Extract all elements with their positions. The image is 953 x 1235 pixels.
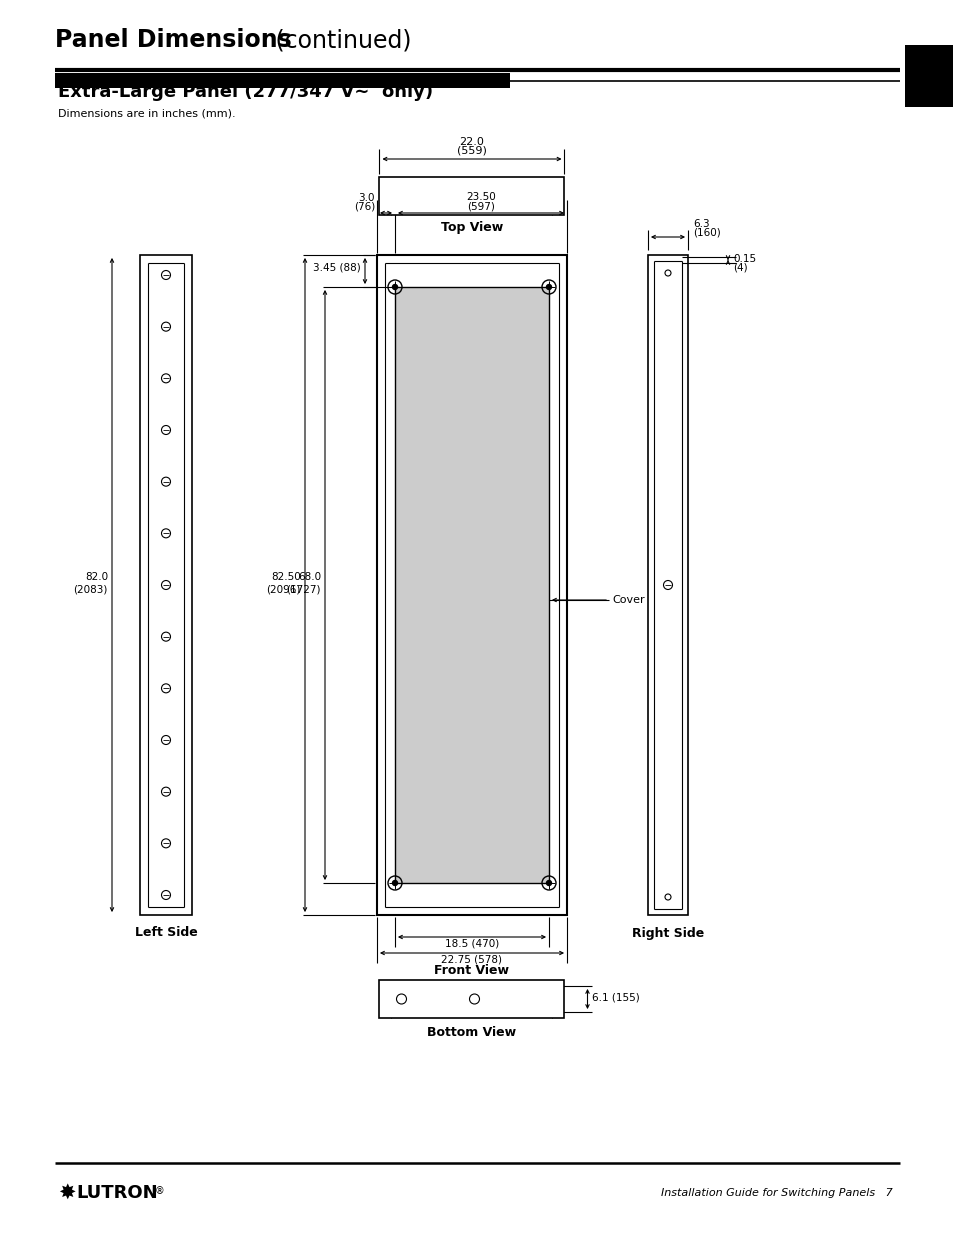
Text: (2083): (2083) xyxy=(73,584,108,594)
Text: Panel Dimensions: Panel Dimensions xyxy=(55,28,292,52)
Text: (160): (160) xyxy=(692,227,720,237)
Text: LUTRON: LUTRON xyxy=(76,1184,157,1202)
Text: 82.50: 82.50 xyxy=(271,572,301,582)
Text: Front View: Front View xyxy=(434,963,509,977)
Text: Left Side: Left Side xyxy=(134,926,197,940)
Circle shape xyxy=(546,284,551,289)
Text: ✸: ✸ xyxy=(58,1183,75,1203)
Text: Dimensions are in inches (mm).: Dimensions are in inches (mm). xyxy=(58,107,235,119)
Text: 3.0: 3.0 xyxy=(358,193,375,203)
Bar xyxy=(647,254,687,915)
Text: (559): (559) xyxy=(456,144,486,156)
Bar xyxy=(379,177,564,215)
Text: Installation Guide for Switching Panels   7: Installation Guide for Switching Panels … xyxy=(660,1188,892,1198)
Text: Bottom View: Bottom View xyxy=(427,1025,516,1039)
Text: 22.75 (578): 22.75 (578) xyxy=(441,955,502,965)
Bar xyxy=(904,44,953,107)
Circle shape xyxy=(392,881,397,885)
Text: 18.5 (470): 18.5 (470) xyxy=(444,939,498,948)
Bar xyxy=(376,254,566,915)
Text: (597): (597) xyxy=(467,201,495,211)
Text: Top View: Top View xyxy=(440,221,502,233)
Text: 0.15: 0.15 xyxy=(732,254,756,264)
Text: Right Side: Right Side xyxy=(631,926,703,940)
Text: 23.50: 23.50 xyxy=(466,191,496,203)
Bar xyxy=(55,73,510,88)
Text: 82.0: 82.0 xyxy=(85,572,108,582)
Text: Extra-Large Panel (277/347 V∼  only): Extra-Large Panel (277/347 V∼ only) xyxy=(58,83,433,101)
Bar xyxy=(395,287,548,883)
Text: Cover: Cover xyxy=(612,595,644,605)
Bar xyxy=(379,981,564,1018)
Circle shape xyxy=(392,284,397,289)
Text: (1727): (1727) xyxy=(286,584,320,594)
Text: ®: ® xyxy=(154,1186,165,1195)
Text: (4): (4) xyxy=(732,262,747,272)
Text: 22.0: 22.0 xyxy=(459,137,484,147)
Bar xyxy=(140,254,192,915)
Text: (2096): (2096) xyxy=(266,584,301,594)
Text: 68.0: 68.0 xyxy=(297,572,320,582)
Text: 6.1 (155): 6.1 (155) xyxy=(592,992,639,1002)
Circle shape xyxy=(546,881,551,885)
Text: (76): (76) xyxy=(354,201,375,211)
Text: 6.3: 6.3 xyxy=(692,219,709,228)
Text: (continued): (continued) xyxy=(268,28,411,52)
Text: 3.45 (88): 3.45 (88) xyxy=(313,262,360,272)
